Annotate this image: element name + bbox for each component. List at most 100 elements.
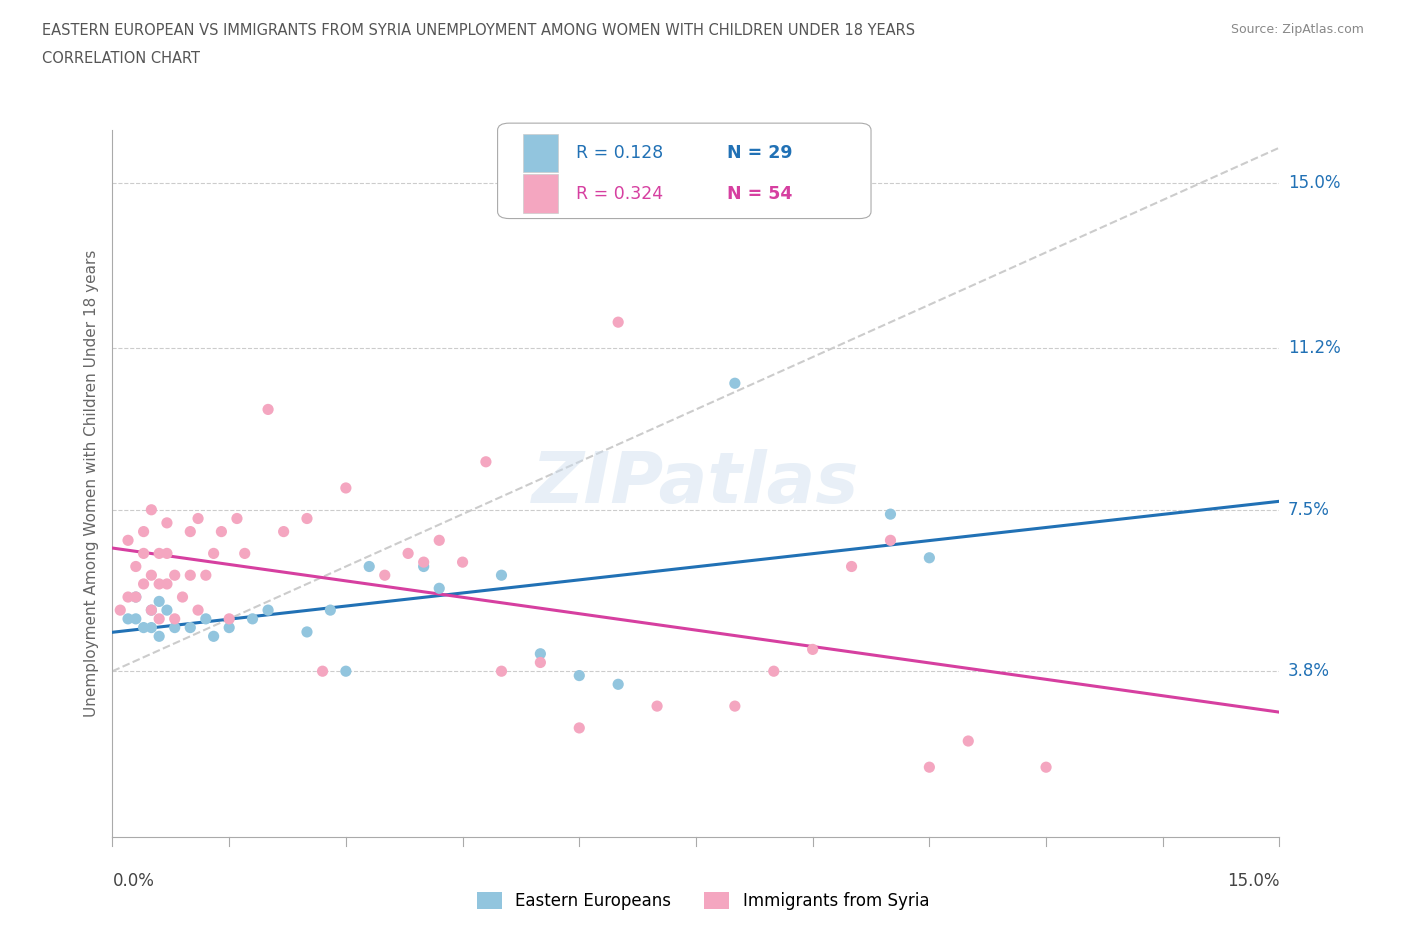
Point <box>319 603 342 618</box>
Point <box>396 546 419 561</box>
Point <box>218 620 240 635</box>
Text: 15.0%: 15.0% <box>1227 872 1279 890</box>
Point <box>132 525 155 539</box>
Point <box>335 664 357 679</box>
Point <box>918 551 941 565</box>
Point <box>156 603 179 618</box>
Text: R = 0.128: R = 0.128 <box>576 144 664 162</box>
Point <box>132 546 155 561</box>
Point <box>194 568 217 583</box>
FancyBboxPatch shape <box>498 123 870 219</box>
Point <box>645 698 668 713</box>
Point <box>163 611 186 626</box>
Point <box>841 559 863 574</box>
Point <box>529 655 551 670</box>
FancyBboxPatch shape <box>523 134 558 172</box>
Point <box>125 611 148 626</box>
Text: CORRELATION CHART: CORRELATION CHART <box>42 51 200 66</box>
Point <box>311 664 333 679</box>
Legend: Eastern Europeans, Immigrants from Syria: Eastern Europeans, Immigrants from Syria <box>470 885 936 917</box>
Point <box>491 568 513 583</box>
Point <box>156 577 179 591</box>
Point <box>233 546 256 561</box>
Point <box>607 314 630 329</box>
Point <box>148 629 170 644</box>
Point <box>156 546 179 561</box>
Point <box>295 512 318 526</box>
Point <box>209 525 232 539</box>
Point <box>451 554 474 569</box>
Point <box>172 590 194 604</box>
Point <box>117 611 139 626</box>
Text: 15.0%: 15.0% <box>1288 174 1340 192</box>
Point <box>879 533 901 548</box>
Point <box>163 620 186 635</box>
Text: Source: ZipAtlas.com: Source: ZipAtlas.com <box>1230 23 1364 36</box>
Point <box>141 620 163 635</box>
Text: N = 54: N = 54 <box>727 184 793 203</box>
Point <box>475 455 498 470</box>
Text: ZIPatlas: ZIPatlas <box>533 449 859 518</box>
Point <box>568 668 591 683</box>
Point <box>762 664 785 679</box>
Point <box>427 581 450 596</box>
Point <box>257 603 280 618</box>
Point <box>879 507 901 522</box>
Point <box>607 677 630 692</box>
Point <box>132 620 155 635</box>
Point <box>273 525 295 539</box>
Point <box>125 590 148 604</box>
Point <box>117 533 139 548</box>
Point <box>257 402 280 417</box>
Point <box>335 481 357 496</box>
Text: 0.0%: 0.0% <box>112 872 155 890</box>
Text: R = 0.324: R = 0.324 <box>576 184 662 203</box>
Point <box>568 721 591 736</box>
Point <box>1035 760 1057 775</box>
Point <box>148 577 170 591</box>
Y-axis label: Unemployment Among Women with Children Under 18 years: Unemployment Among Women with Children U… <box>83 250 98 717</box>
Text: N = 29: N = 29 <box>727 144 793 162</box>
Point <box>412 559 434 574</box>
FancyBboxPatch shape <box>523 174 558 213</box>
Point <box>491 664 513 679</box>
Point <box>132 577 155 591</box>
Point <box>187 603 209 618</box>
Text: 7.5%: 7.5% <box>1288 500 1330 519</box>
Point <box>148 546 170 561</box>
Point <box>141 603 163 618</box>
Point <box>374 568 396 583</box>
Point <box>724 698 747 713</box>
Point <box>179 525 201 539</box>
Point <box>218 611 240 626</box>
Text: EASTERN EUROPEAN VS IMMIGRANTS FROM SYRIA UNEMPLOYMENT AMONG WOMEN WITH CHILDREN: EASTERN EUROPEAN VS IMMIGRANTS FROM SYRI… <box>42 23 915 38</box>
Point <box>141 502 163 517</box>
Point <box>529 646 551 661</box>
Point <box>141 568 163 583</box>
Point <box>179 568 201 583</box>
Point <box>202 546 225 561</box>
Point <box>359 559 381 574</box>
Text: 11.2%: 11.2% <box>1288 339 1340 357</box>
Point <box>957 734 980 749</box>
Point <box>202 629 225 644</box>
Point <box>724 376 747 391</box>
Point <box>194 611 217 626</box>
Point <box>242 611 264 626</box>
Point <box>148 611 170 626</box>
Point <box>179 620 201 635</box>
Point <box>141 603 163 618</box>
Point <box>295 625 318 640</box>
Point <box>187 512 209 526</box>
Point <box>918 760 941 775</box>
Point <box>110 603 132 618</box>
Point <box>412 554 434 569</box>
Point <box>226 512 249 526</box>
Point <box>801 642 824 657</box>
Point <box>125 590 148 604</box>
Point <box>125 559 148 574</box>
Point <box>117 590 139 604</box>
Point <box>148 594 170 609</box>
Text: 3.8%: 3.8% <box>1288 662 1330 680</box>
Point <box>427 533 450 548</box>
